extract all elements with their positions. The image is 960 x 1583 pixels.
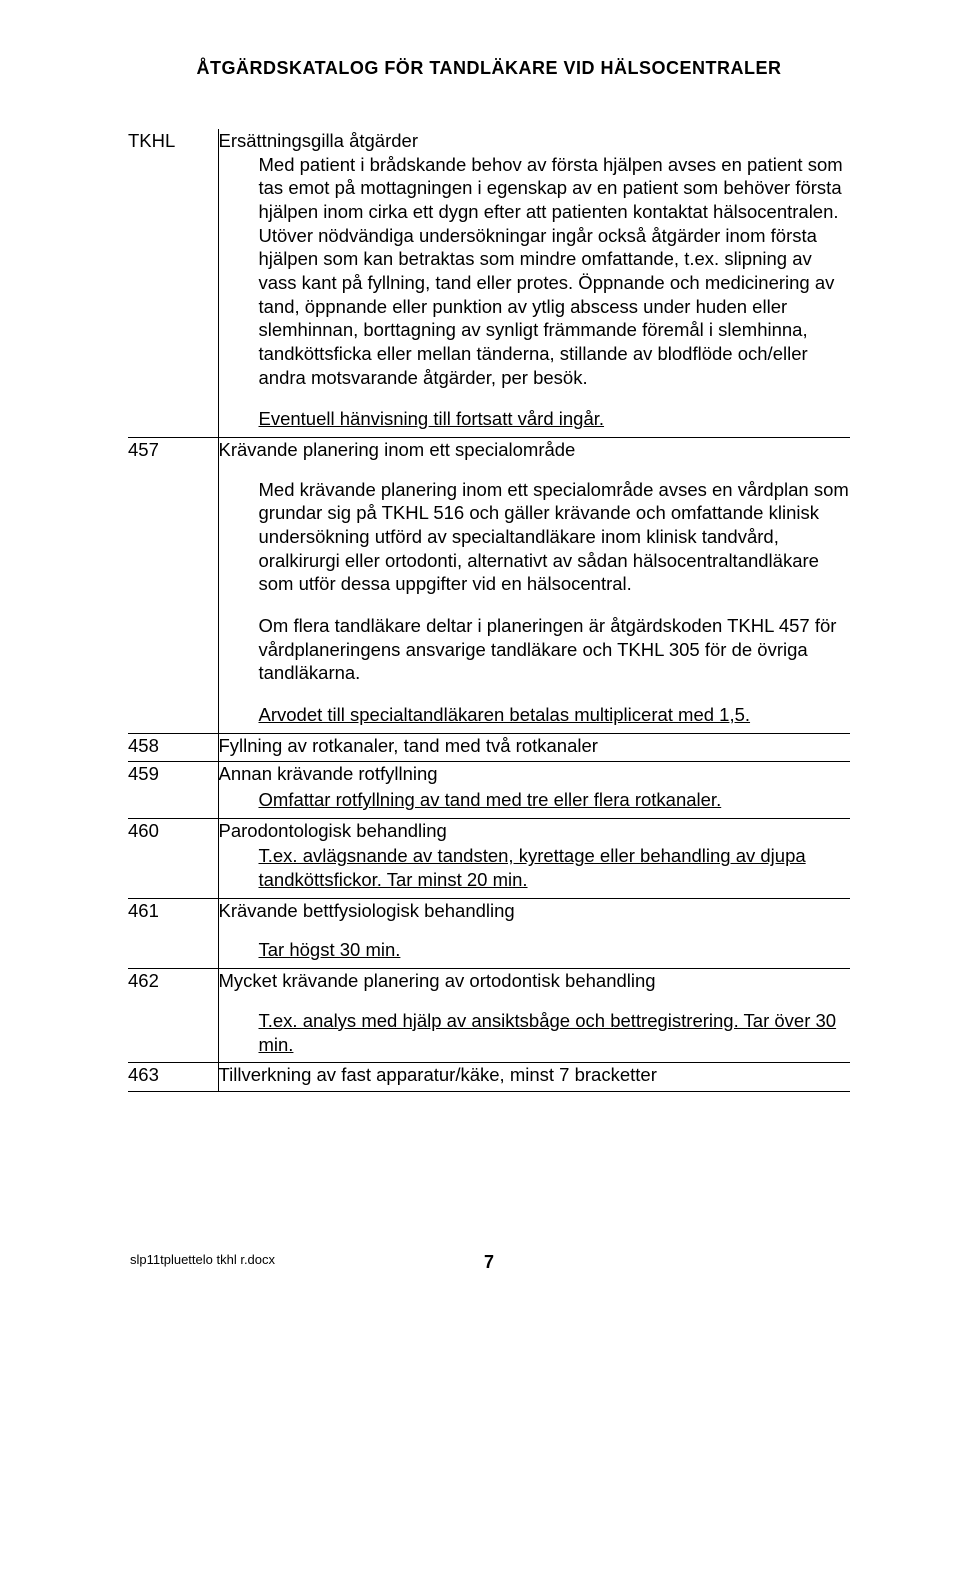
code-457: 457	[128, 438, 218, 733]
intro-paragraph-1: Med patient i brådskande behov av första…	[259, 153, 851, 390]
procedures-table: TKHL Ersättningsgilla åtgärder Med patie…	[128, 129, 850, 1092]
para-457-1: Med krävande planering inom ett specialo…	[259, 478, 851, 596]
code-459: 459	[128, 762, 218, 818]
title-462: Mycket krävande planering av ortodontisk…	[219, 969, 851, 993]
title-461: Krävande bettfysiologisk behandling	[219, 899, 851, 923]
code-461: 461	[128, 899, 218, 969]
title-459: Annan krävande rotfyllning	[219, 762, 851, 786]
code-463: 463	[128, 1063, 218, 1091]
code-458: 458	[128, 734, 218, 762]
para-461-1: Tar högst 30 min.	[259, 938, 851, 962]
para-457-3: Arvodet till specialtandläkaren betalas …	[259, 703, 851, 727]
title-460: Parodontologisk behandling	[219, 819, 851, 843]
footer-filename: slp11tpluettelo tkhl r.docx	[130, 1252, 275, 1273]
page-title: ÅTGÄRDSKATALOG FÖR TANDLÄKARE VID HÄLSOC…	[128, 58, 850, 79]
footer-page-number: 7	[484, 1252, 494, 1273]
para-462-1: T.ex. analys med hjälp av ansiktsbåge oc…	[259, 1009, 851, 1056]
para-460-1: T.ex. avlägsnande av tandsten, kyrettage…	[259, 844, 851, 891]
code-462: 462	[128, 969, 218, 1063]
title-463: Tillverkning av fast apparatur/käke, min…	[219, 1063, 851, 1087]
title-457: Krävande planering inom ett specialområd…	[219, 438, 851, 462]
para-459-1: Omfattar rotfyllning av tand med tre ell…	[259, 788, 851, 812]
para-457-2: Om flera tandläkare deltar i planeringen…	[259, 614, 851, 685]
code-460: 460	[128, 819, 218, 899]
column-header-code: TKHL	[128, 129, 218, 153]
title-458: Fyllning av rotkanaler, tand med två rot…	[219, 734, 851, 758]
column-header-desc: Ersättningsgilla åtgärder	[218, 129, 850, 153]
intro-paragraph-2: Eventuell hänvisning till fortsatt vård …	[259, 407, 851, 431]
page-footer: slp11tpluettelo tkhl r.docx 7 slp11tplue…	[128, 1252, 850, 1273]
